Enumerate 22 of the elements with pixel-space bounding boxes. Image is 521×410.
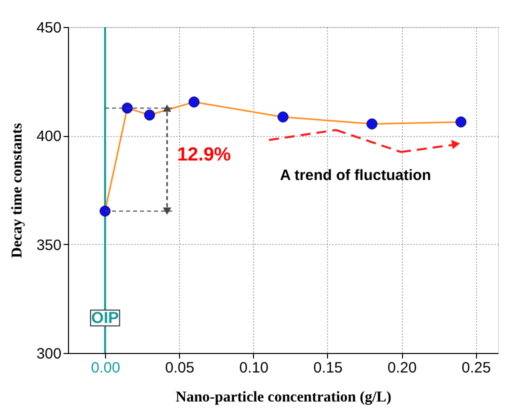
y-axis-title: Decay time constants — [9, 122, 26, 258]
point — [144, 110, 156, 121]
y-tick-label: 300 — [36, 346, 62, 362]
annotation: A trend of fluctuation — [280, 167, 432, 184]
x-tick-label: 0.05 — [165, 360, 194, 376]
point — [188, 96, 200, 108]
ref-line-label: OIP — [91, 310, 120, 327]
x-tick-label: 0.25 — [462, 360, 491, 376]
point — [366, 118, 378, 130]
point — [100, 206, 111, 217]
point — [455, 116, 466, 128]
x-tick-label: 0.15 — [313, 360, 343, 376]
x-axis-title: Nano-particle concentration (g/L) — [176, 390, 392, 406]
x-tick-label: 0.00 — [90, 360, 120, 376]
point — [278, 111, 288, 122]
x-tick-label: 0.20 — [388, 360, 417, 376]
annotation: 12.9% — [177, 144, 232, 166]
point — [122, 102, 133, 114]
y-tick-label: 400 — [36, 128, 62, 146]
y-tick-label: 450 — [36, 20, 62, 36]
x-tick-label: 0.10 — [239, 360, 268, 376]
y-tick-label: 350 — [36, 236, 62, 254]
